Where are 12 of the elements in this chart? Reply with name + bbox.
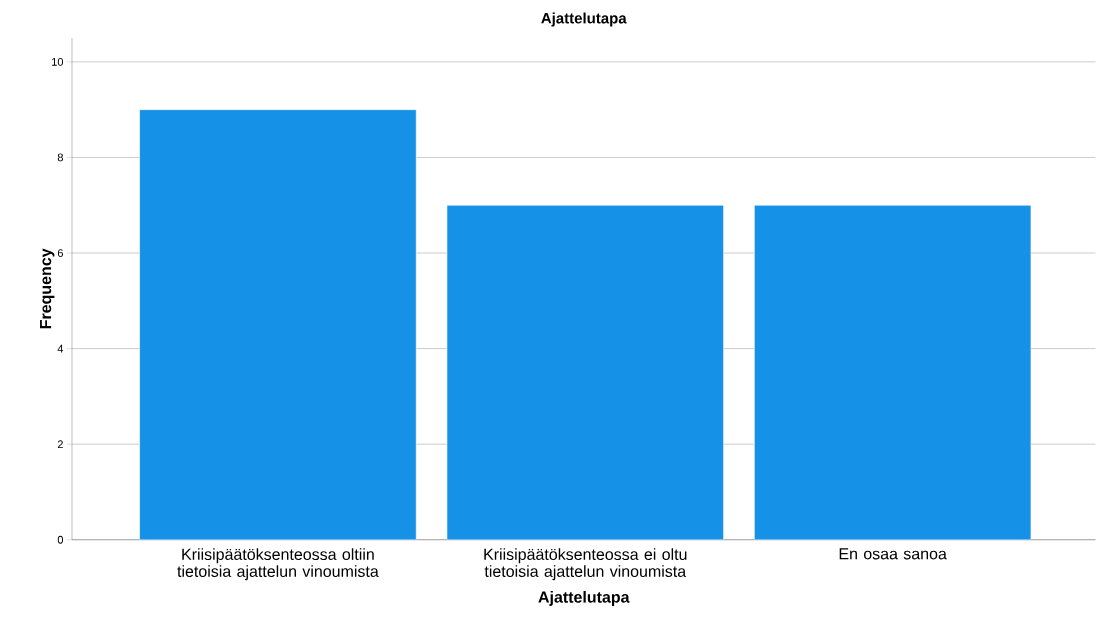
y-tick-label: 0 <box>57 536 64 544</box>
x-tick-label: Kriisipäätöksenteossa ei oltu tietoisia ajattelun vinoumista <box>484 548 687 581</box>
x-tick-label: En osaa sanoa <box>839 548 947 560</box>
y-tick-label: 4 <box>57 344 64 353</box>
y-tick-label: 6 <box>57 249 63 258</box>
y-axis-title: Frequency <box>40 248 55 329</box>
chart-title: Ajattelutapa <box>541 12 627 27</box>
y-tick-label: 10 <box>52 58 64 66</box>
x-tick-label: Kriisipäätöksenteossa oltiin tietoisia ajattelun vinoumista <box>177 548 379 581</box>
y-tick-label: 8 <box>57 153 63 162</box>
y-tick-label: 2 <box>57 440 63 449</box>
x-axis-title: Ajattelutapa <box>538 591 630 607</box>
